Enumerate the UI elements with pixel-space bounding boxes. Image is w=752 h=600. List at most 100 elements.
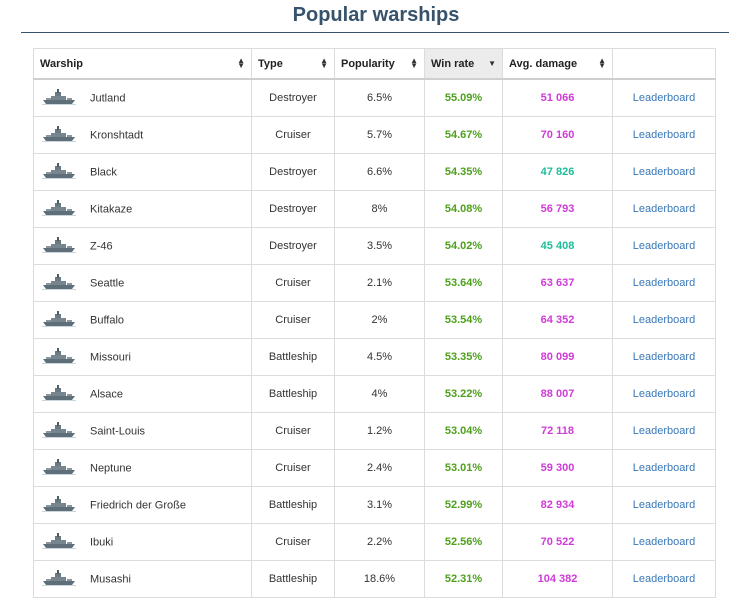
leaderboard-link[interactable]: Leaderboard	[632, 166, 696, 178]
table-header-row: Warship ▲ ▼ Type ▲ ▼ Popularity ▲ ▼ Win rat…	[33, 48, 716, 80]
column-header-label: Avg. damage	[509, 57, 578, 70]
cell-popularity: 2.2%	[334, 523, 425, 561]
warship-name: Ibuki	[90, 536, 114, 548]
cell-popularity: 2.4%	[334, 449, 425, 487]
cell-actions: Leaderboard	[612, 153, 716, 191]
warship-thumbnail-icon	[42, 310, 76, 331]
cell-avg-damage: 80 099	[502, 338, 613, 376]
leaderboard-link[interactable]: Leaderboard	[632, 240, 696, 252]
leaderboard-link[interactable]: Leaderboard	[632, 129, 696, 141]
leaderboard-link[interactable]: Leaderboard	[632, 425, 696, 437]
warship-name: Friedrich der Große	[90, 499, 186, 511]
cell-actions: Leaderboard	[612, 486, 716, 524]
cell-avg-damage: 59 300	[502, 449, 613, 487]
leaderboard-link[interactable]: Leaderboard	[632, 388, 696, 400]
cell-popularity: 5.7%	[334, 116, 425, 154]
cell-actions: Leaderboard	[612, 560, 716, 598]
cell-warship: Missouri	[33, 338, 252, 376]
leaderboard-link[interactable]: Leaderboard	[632, 203, 696, 215]
leaderboard-link[interactable]: Leaderboard	[632, 314, 696, 326]
cell-win-rate: 53.04%	[424, 412, 503, 450]
cell-warship: Alsace	[33, 375, 252, 413]
cell-actions: Leaderboard	[612, 523, 716, 561]
table-row: Kronshtadt Cruiser 5.7% 54.67% 70 160 Leaderb…	[33, 116, 716, 154]
cell-actions: Leaderboard	[612, 338, 716, 376]
cell-avg-damage: 72 118	[502, 412, 613, 450]
cell-popularity: 2%	[334, 301, 425, 339]
cell-win-rate: 54.02%	[424, 227, 503, 265]
cell-type: Destroyer	[251, 190, 335, 228]
cell-type: Cruiser	[251, 449, 335, 487]
table-row: Musashi Battleship 18.6% 52.31% 104 382 Leade…	[33, 560, 716, 598]
cell-type: Cruiser	[251, 264, 335, 302]
warship-name: Kronshtadt	[90, 129, 144, 141]
warship-thumbnail-icon	[42, 273, 76, 294]
warship-thumbnail-icon	[42, 458, 76, 479]
column-header-warship[interactable]: Warship ▲ ▼	[33, 48, 252, 80]
cell-avg-damage: 70 160	[502, 116, 613, 154]
warship-name: Seattle	[90, 277, 125, 289]
leaderboard-link[interactable]: Leaderboard	[632, 351, 696, 363]
column-header-label: Win rate	[431, 57, 475, 70]
sort-both-icon: ▲ ▼	[237, 56, 245, 70]
cell-warship: Neptune	[33, 449, 252, 487]
warship-thumbnail-icon	[42, 532, 76, 553]
leaderboard-link[interactable]: Leaderboard	[632, 499, 696, 511]
sort-both-icon: ▲ ▼	[410, 56, 418, 70]
table-row: Alsace Battleship 4% 53.22% 88 007 Leaderboar…	[33, 375, 716, 413]
table-row: Friedrich der Große Battleship 3.1% 52.99% 8…	[33, 486, 716, 524]
leaderboard-link[interactable]: Leaderboard	[632, 277, 696, 289]
warship-thumbnail-icon	[42, 236, 76, 257]
table-row: Buffalo Cruiser 2% 53.54% 64 352 Leaderboard	[33, 301, 716, 339]
sort-both-icon: ▲ ▼	[598, 56, 606, 70]
cell-warship: Kronshtadt	[33, 116, 252, 154]
column-header-label: Popularity	[341, 57, 395, 70]
cell-avg-damage: 70 522	[502, 523, 613, 561]
cell-avg-damage: 88 007	[502, 375, 613, 413]
cell-avg-damage: 64 352	[502, 301, 613, 339]
cell-win-rate: 52.31%	[424, 560, 503, 598]
cell-type: Destroyer	[251, 153, 335, 191]
column-header-label: Type	[258, 57, 283, 70]
column-header-avg-damage[interactable]: Avg. damage ▲ ▼	[502, 48, 613, 80]
warship-thumbnail-icon	[42, 384, 76, 405]
cell-popularity: 3.5%	[334, 227, 425, 265]
cell-avg-damage: 82 934	[502, 486, 613, 524]
cell-win-rate: 55.09%	[424, 78, 503, 117]
cell-actions: Leaderboard	[612, 227, 716, 265]
cell-win-rate: 53.01%	[424, 449, 503, 487]
warship-thumbnail-icon	[42, 162, 76, 183]
cell-win-rate: 53.35%	[424, 338, 503, 376]
column-header-popularity[interactable]: Popularity ▲ ▼	[334, 48, 425, 80]
cell-popularity: 3.1%	[334, 486, 425, 524]
leaderboard-link[interactable]: Leaderboard	[632, 573, 696, 585]
column-header-type[interactable]: Type ▲ ▼	[251, 48, 335, 80]
cell-popularity: 2.1%	[334, 264, 425, 302]
leaderboard-link[interactable]: Leaderboard	[632, 92, 696, 104]
cell-type: Battleship	[251, 486, 335, 524]
table-row: Z-46 Destroyer 3.5% 54.02% 45 408 Leaderboard	[33, 227, 716, 265]
table-row: Neptune Cruiser 2.4% 53.01% 59 300 Leaderboar…	[33, 449, 716, 487]
cell-avg-damage: 51 066	[502, 78, 613, 117]
warship-thumbnail-icon	[42, 421, 76, 442]
warship-name: Kitakaze	[90, 203, 133, 215]
column-header-win-rate[interactable]: Win rate ▼	[424, 48, 503, 80]
warship-thumbnail-icon	[42, 125, 76, 146]
warship-name: Z-46	[90, 240, 113, 252]
title-divider	[21, 32, 729, 33]
leaderboard-link[interactable]: Leaderboard	[632, 536, 696, 548]
sort-descending-icon: ▼	[488, 59, 496, 68]
cell-type: Cruiser	[251, 301, 335, 339]
table-row: Black Destroyer 6.6% 54.35% 47 826 Leaderboar…	[33, 153, 716, 191]
cell-warship: Saint-Louis	[33, 412, 252, 450]
cell-popularity: 8%	[334, 190, 425, 228]
cell-actions: Leaderboard	[612, 412, 716, 450]
cell-win-rate: 54.35%	[424, 153, 503, 191]
cell-type: Destroyer	[251, 78, 335, 117]
leaderboard-link[interactable]: Leaderboard	[632, 462, 696, 474]
cell-actions: Leaderboard	[612, 264, 716, 302]
cell-avg-damage: 104 382	[502, 560, 613, 598]
table-row: Ibuki Cruiser 2.2% 52.56% 70 522 Leaderboard	[33, 523, 716, 561]
cell-popularity: 1.2%	[334, 412, 425, 450]
cell-type: Cruiser	[251, 523, 335, 561]
